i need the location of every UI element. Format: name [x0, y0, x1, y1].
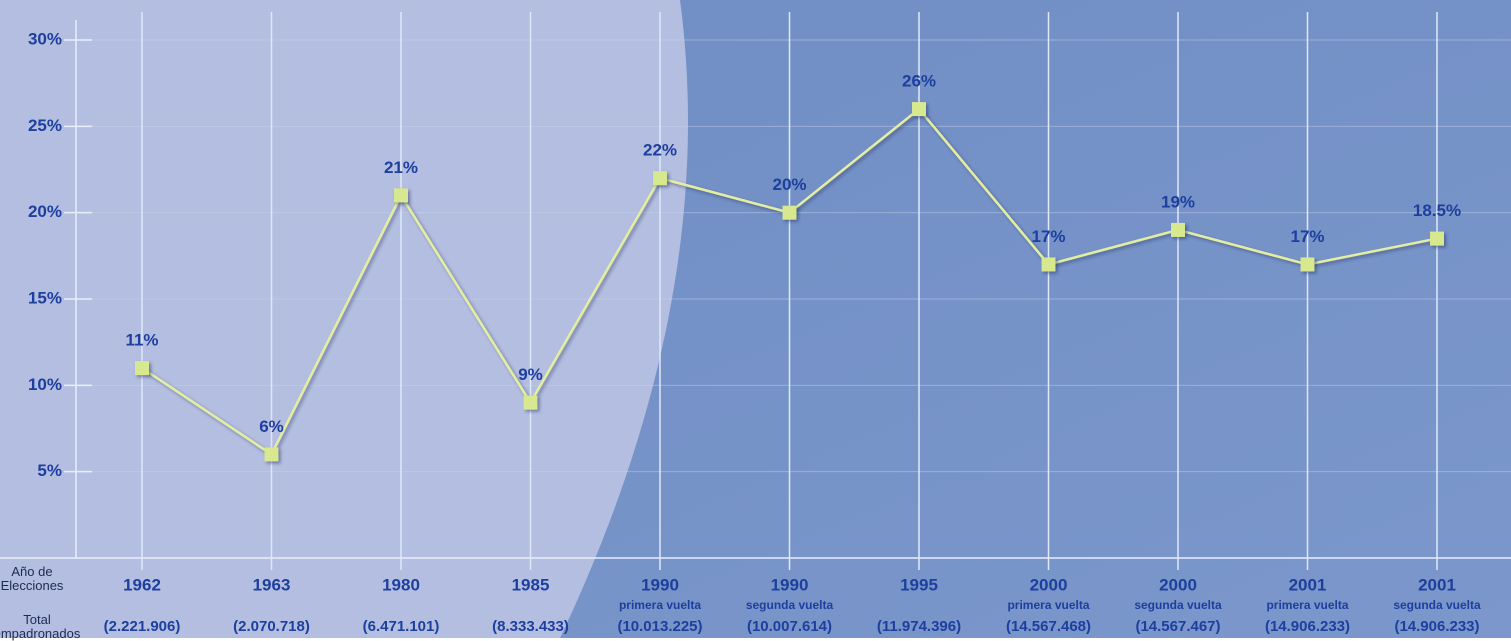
y-tick-label: 15%: [28, 288, 62, 307]
point-marker: [653, 171, 667, 186]
grid: 5% 10% 15% 20% 25% 30%: [0, 12, 1511, 570]
total-label: (8.333.433): [492, 618, 569, 635]
total-label: (6.471.101): [363, 618, 440, 635]
data-label: 18.5%: [1413, 201, 1461, 220]
total-label: (14.906.233): [1394, 618, 1479, 635]
point-marker: [782, 205, 797, 220]
point-marker: [135, 361, 149, 376]
point-marker: [394, 188, 408, 203]
total-label: (14.567.467): [1135, 618, 1220, 635]
background-light: [0, 0, 688, 638]
y-tick-label: 20%: [28, 202, 62, 221]
total-label: (14.567.468): [1006, 618, 1091, 635]
x-tick-label: 2000: [1159, 575, 1197, 594]
y-tick-label: 25%: [28, 116, 62, 135]
point-marker: [1171, 222, 1185, 237]
x-tick-label: 2000: [1030, 575, 1068, 594]
data-label: 22%: [643, 141, 677, 160]
total-label: (14.906.233): [1265, 618, 1350, 635]
data-label: 19%: [1161, 192, 1195, 211]
total-label: (2.221.906): [104, 618, 181, 635]
x-tick-label: 2001: [1289, 575, 1327, 594]
data-label: 21%: [384, 158, 418, 177]
x-tick-label: 1962: [123, 575, 161, 594]
total-label: (10.007.614): [747, 618, 832, 635]
data-label: 26%: [902, 72, 936, 91]
round-label: primera vuelta: [1007, 598, 1089, 612]
data-label: 17%: [1290, 227, 1324, 246]
data-label: 11%: [125, 331, 158, 350]
point-marker: [1430, 231, 1444, 246]
round-label: segunda vuelta: [1134, 598, 1222, 612]
total-label: (11.974.396): [877, 618, 961, 635]
data-label: 6%: [259, 417, 284, 436]
data-label: 9%: [518, 365, 543, 384]
point-marker: [523, 395, 538, 410]
x-tick-label: 1990: [641, 575, 679, 594]
x-axis-title: Año de Elecciones: [0, 564, 64, 593]
point-marker: [912, 102, 926, 117]
data-label: 17%: [1031, 227, 1065, 246]
total-label: (2.070.718): [233, 618, 310, 635]
totals-axis-title: Total empadronados: [0, 612, 81, 641]
point-marker: [264, 447, 279, 462]
x-tick-label: 2001: [1418, 575, 1456, 594]
x-tick-label: 1985: [512, 575, 550, 594]
round-label: primera vuelta: [1266, 598, 1348, 612]
point-marker: [1300, 257, 1315, 272]
total-label: (10.013.225): [617, 618, 702, 635]
x-tick-label: 1990: [771, 575, 809, 594]
plot: 1962 (2.221.906) 1963 (2.070.718) 1980 (6.471…: [104, 72, 1481, 635]
x-tick-label: 1980: [382, 575, 420, 594]
round-label: segunda vuelta: [746, 598, 834, 612]
y-tick-label: 10%: [28, 375, 62, 394]
x-tick-label: 1995: [900, 575, 938, 594]
round-label: segunda vuelta: [1393, 598, 1481, 612]
y-tick-label: 5%: [37, 461, 62, 480]
x-tick-label: 1963: [253, 575, 291, 594]
data-label: 20%: [772, 175, 806, 194]
round-label: primera vuelta: [619, 598, 701, 612]
point-marker: [1041, 257, 1056, 272]
y-tick-label: 30%: [28, 29, 62, 48]
